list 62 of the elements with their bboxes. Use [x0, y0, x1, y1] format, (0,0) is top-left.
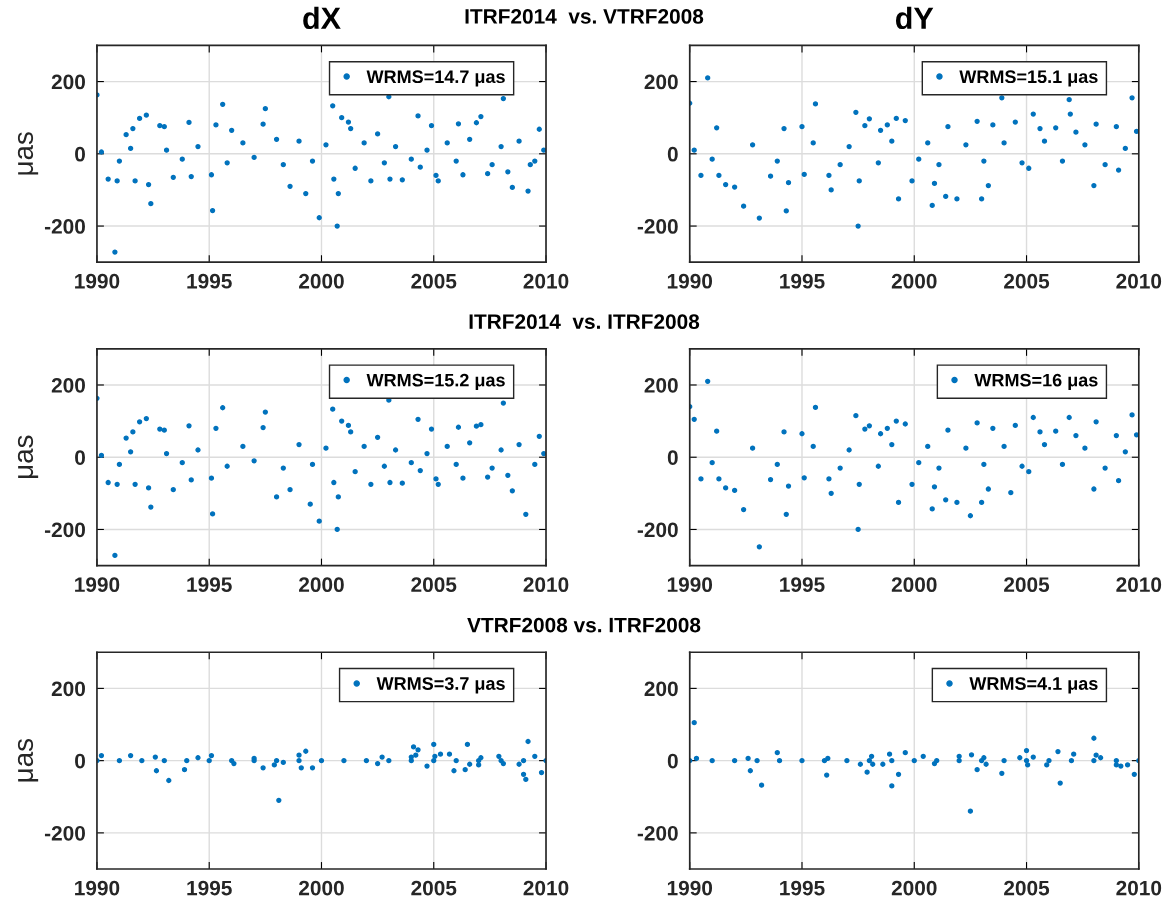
y-tick-label: 200 — [51, 377, 85, 393]
y-tick-label: 0 — [75, 753, 85, 769]
x-tick-label: 2000 — [299, 880, 344, 896]
x-tick-label: 1990 — [667, 577, 713, 592]
legend-label: WRMS=15.2 μas — [366, 373, 505, 390]
x-tick-label: 1995 — [780, 273, 825, 289]
y-tick-label: -200 — [44, 522, 85, 538]
text: VTRF2008 vs. ITRF2008 — [467, 617, 701, 633]
y-tick-label: 0 — [75, 450, 85, 465]
y-tick-label: 200 — [644, 377, 678, 393]
x-tick-label: 2010 — [523, 273, 569, 289]
legend-label: WRMS=15.1 μas — [959, 70, 1098, 87]
x-tick-label: 1990 — [75, 577, 120, 592]
y-axis-title: μas — [17, 435, 39, 479]
x-tick-label: 2010 — [523, 880, 569, 896]
x-tick-label: 1990 — [667, 880, 713, 896]
x-tick-label: 1995 — [187, 880, 232, 896]
legend-label: WRMS=4.1 μas — [969, 677, 1098, 694]
x-tick-label: 2010 — [1116, 273, 1162, 289]
legend-label: WRMS=16 μas — [974, 373, 1098, 390]
y-tick-label: -200 — [637, 522, 678, 538]
y-tick-label: 200 — [51, 681, 85, 697]
chart-title: dY — [896, 6, 934, 30]
y-tick-label: 0 — [75, 146, 85, 162]
chart-title: dX — [303, 6, 341, 30]
x-tick-label: 2005 — [411, 273, 457, 289]
x-tick-label: 1995 — [780, 880, 825, 896]
x-tick-label: 2010 — [1116, 880, 1162, 896]
x-tick-label: 1990 — [667, 273, 713, 289]
x-tick-label: 2000 — [299, 273, 344, 289]
x-tick-label: 2010 — [523, 577, 569, 592]
legend-label: WRMS=3.7 μas — [376, 677, 505, 694]
y-tick-label: 0 — [667, 450, 678, 465]
y-tick-label: -200 — [637, 219, 678, 234]
y-axis-title: μas — [17, 738, 39, 782]
x-tick-label: 1995 — [780, 577, 825, 592]
text: ITRF2014 vs. ITRF2008 — [469, 314, 700, 330]
y-tick-label: -200 — [44, 219, 85, 234]
x-tick-label: 2000 — [891, 273, 937, 289]
y-tick-label: -200 — [44, 825, 85, 841]
x-tick-label: 2005 — [411, 577, 457, 592]
y-tick-label: 0 — [667, 146, 678, 162]
x-tick-label: 2000 — [891, 880, 937, 896]
x-tick-label: 2000 — [891, 577, 937, 592]
x-tick-label: 2010 — [1116, 577, 1162, 592]
x-tick-label: 2005 — [411, 880, 457, 896]
x-tick-label: 2005 — [1004, 880, 1050, 896]
x-tick-label: 1995 — [187, 273, 232, 289]
x-tick-label: 2005 — [1004, 577, 1050, 592]
x-tick-label: 2005 — [1004, 273, 1050, 289]
x-tick-label: 1995 — [187, 577, 232, 592]
y-tick-label: -200 — [637, 825, 678, 841]
x-tick-label: 1990 — [75, 273, 120, 289]
x-tick-label: 1990 — [75, 880, 120, 896]
y-tick-label: 0 — [667, 753, 678, 769]
y-tick-label: 200 — [644, 681, 678, 697]
y-axis-title: μas — [17, 132, 39, 175]
text: ITRF2014 vs. VTRF2008 — [465, 9, 704, 24]
legend-label: WRMS=14.7 μas — [366, 70, 505, 87]
x-tick-label: 2000 — [299, 577, 344, 592]
y-tick-label: 200 — [51, 74, 85, 90]
y-tick-label: 200 — [644, 74, 678, 90]
